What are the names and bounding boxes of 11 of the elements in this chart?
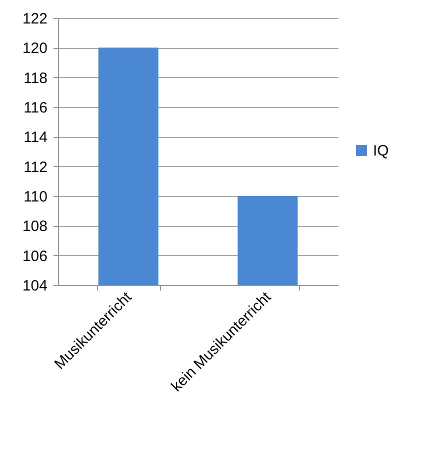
y-tick-label: 110 — [24, 188, 48, 206]
y-tick-label: 112 — [24, 158, 48, 176]
y-tick-label: 114 — [24, 129, 48, 146]
y-tick-label: 120 — [22, 40, 48, 58]
y-tick-label: 116 — [24, 100, 48, 116]
y-tick-label: 118 — [24, 70, 48, 87]
y-tick-label: 122 — [22, 10, 48, 28]
y-tick-label: 104 — [22, 278, 48, 294]
y-tick-label: 108 — [22, 218, 48, 236]
legend-label: IQ — [373, 142, 389, 160]
y-tick-label: 106 — [22, 248, 48, 265]
